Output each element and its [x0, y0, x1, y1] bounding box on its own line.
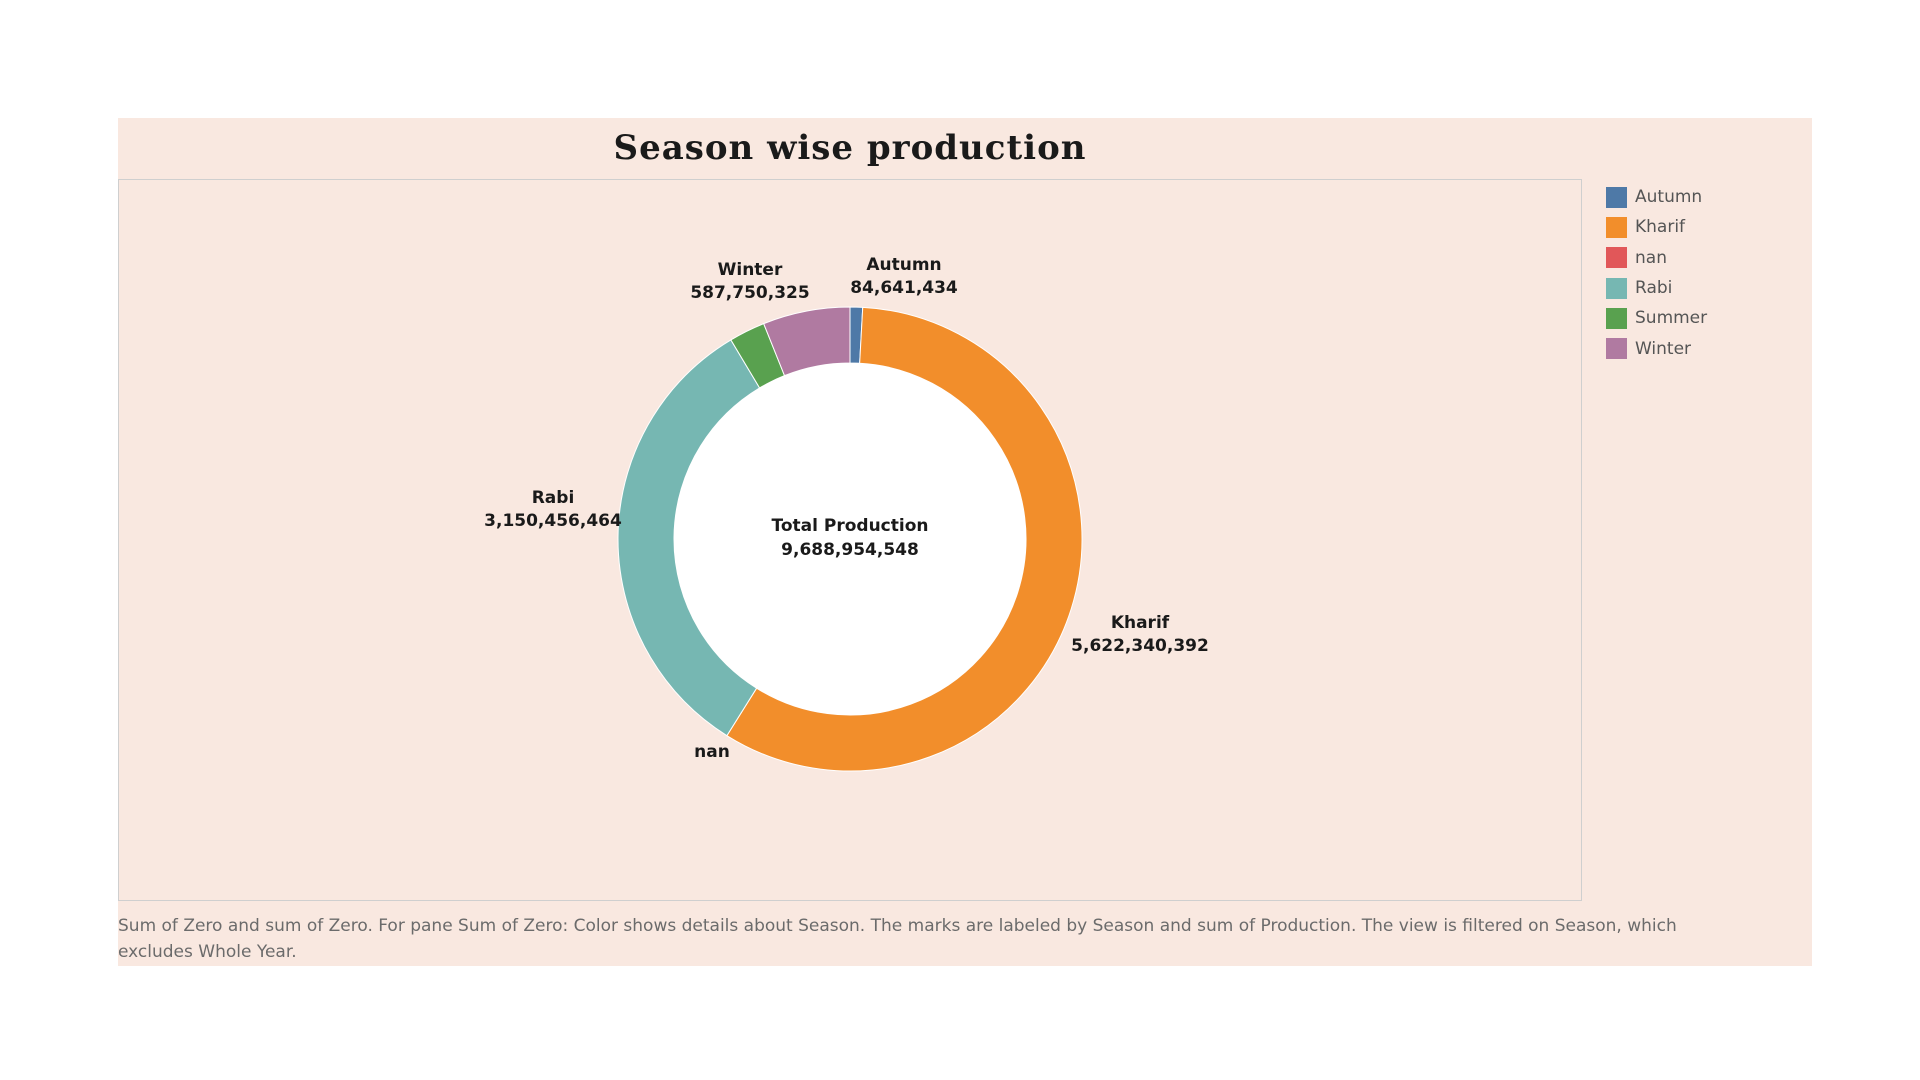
- dashboard: Season wise production Autumn 84,641,434 K…: [118, 118, 1812, 966]
- legend-label: nan: [1635, 247, 1667, 268]
- legend: Autumn Kharif nan Rabi Summer Winter: [1606, 182, 1707, 364]
- legend-label: Rabi: [1635, 278, 1673, 299]
- slice-label-winter: Winter 587,750,325: [690, 260, 809, 303]
- slice-label-nan: nan: [694, 742, 730, 762]
- legend-swatch: [1606, 216, 1627, 238]
- legend-item-rabi[interactable]: Rabi: [1606, 273, 1707, 303]
- legend-swatch: [1606, 186, 1627, 208]
- slice-value-kharif: 5,622,340,392: [1071, 636, 1209, 656]
- legend-item-summer[interactable]: Summer: [1606, 303, 1707, 333]
- legend-label: Winter: [1635, 338, 1692, 359]
- slice-value-winter: 587,750,325: [690, 283, 809, 303]
- slice-label-kharif: Kharif 5,622,340,392: [1071, 613, 1209, 656]
- legend-swatch: [1606, 307, 1627, 329]
- slice-value-autumn: 84,641,434: [850, 278, 958, 298]
- donut-hole: [674, 363, 1026, 715]
- slice-label-rabi: Rabi 3,150,456,464: [484, 488, 622, 531]
- slice-name-winter: Winter: [718, 260, 783, 280]
- slice-name-rabi: Rabi: [532, 488, 575, 508]
- legend-item-autumn[interactable]: Autumn: [1606, 182, 1707, 212]
- legend-swatch: [1606, 338, 1627, 360]
- legend-swatch: [1606, 247, 1627, 269]
- donut-chart: Autumn 84,641,434 Kharif 5,622,340,392 nan Ra…: [484, 255, 1209, 772]
- slice-name-kharif: Kharif: [1111, 613, 1170, 633]
- center-label: Total Production: [772, 516, 929, 536]
- slice-name-autumn: Autumn: [866, 255, 941, 275]
- chart-title: Season wise production: [613, 128, 1087, 168]
- center-value: 9,688,954,548: [781, 540, 919, 560]
- legend-swatch: [1606, 277, 1627, 299]
- legend-label: Kharif: [1635, 217, 1686, 238]
- slice-label-autumn: Autumn 84,641,434: [850, 255, 958, 298]
- chart-caption: Sum of Zero and sum of Zero. For pane Su…: [118, 916, 1677, 962]
- plot-pane: Autumn 84,641,434 Kharif 5,622,340,392 nan Ra…: [118, 179, 1582, 901]
- legend-item-nan[interactable]: nan: [1606, 243, 1707, 273]
- slice-value-rabi: 3,150,456,464: [484, 511, 622, 531]
- legend-label: Summer: [1635, 308, 1708, 329]
- legend-item-winter[interactable]: Winter: [1606, 333, 1707, 363]
- legend-item-kharif[interactable]: Kharif: [1606, 212, 1707, 242]
- slice-name-nan: nan: [694, 742, 730, 762]
- legend-label: Autumn: [1635, 187, 1703, 208]
